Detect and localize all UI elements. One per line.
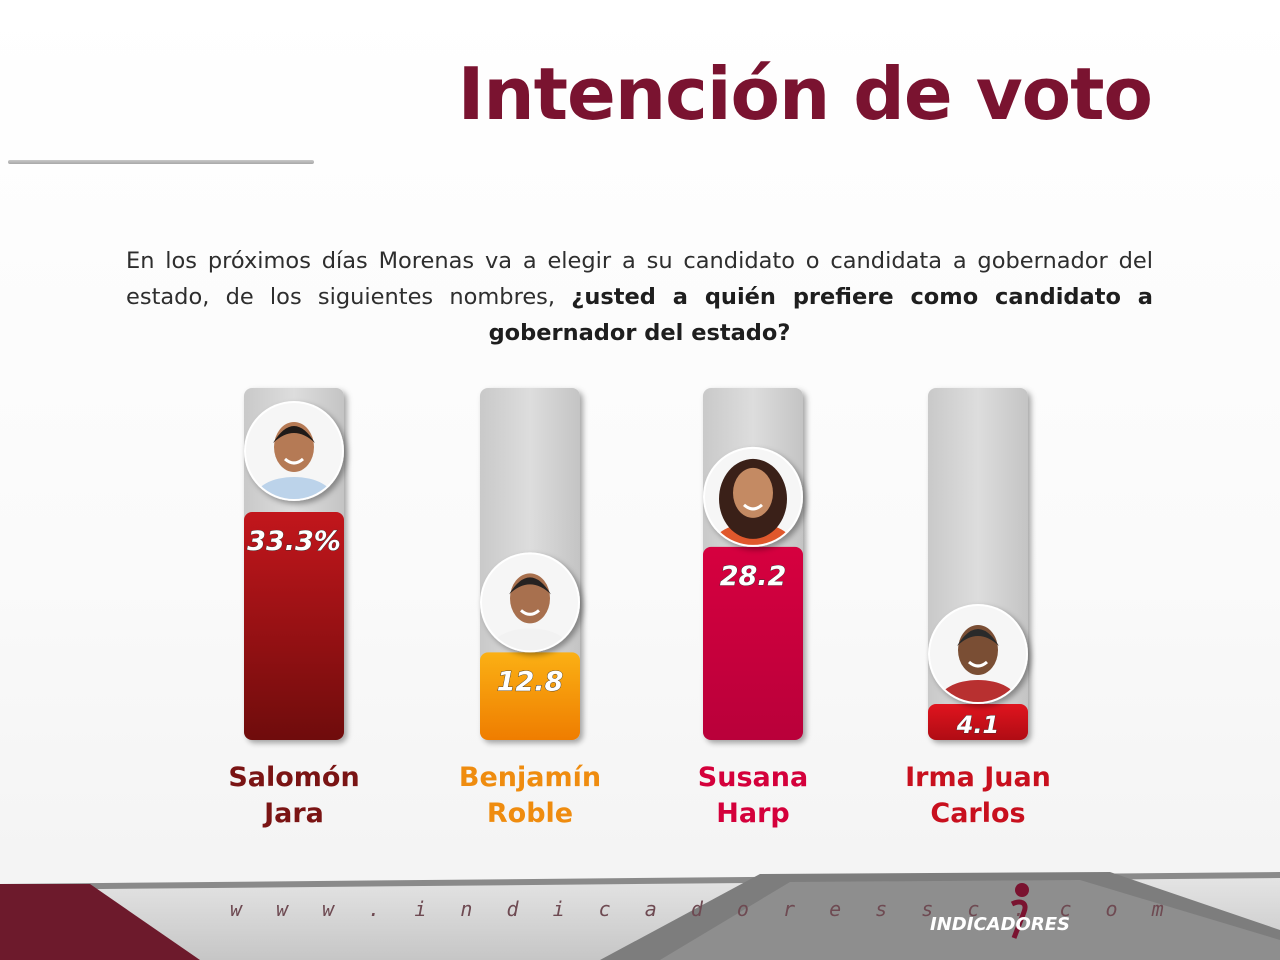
value-label-salom-n-jara: 33.3% [247,526,341,557]
avatar-irma-juan-carlos [928,604,1028,704]
value-label-susana-harp: 28.2 [720,561,787,592]
page-title: Intención de voto [457,52,1153,136]
question-bold: ¿usted a quién prefiere como candidato a… [488,283,1153,346]
survey-question: En los próximos días Morenas va a elegir… [126,243,1153,351]
bar-benjam-n-roble [480,652,580,740]
avatar-susana-harp [703,446,803,547]
candidate-name-salom-n-jara: Salomón Jara [228,762,359,829]
value-label-irma-juan-carlos: 4.1 [956,711,1000,739]
avatar-salom-n-jara [244,401,344,501]
candidate-name-susana-harp: Susana Harp [698,762,808,829]
avatar-benjam-n-roble [480,552,580,653]
title-divider [8,160,314,164]
footer-url[interactable]: w w w . i n d i c a d o r e s s c . c o … [230,897,1175,921]
brand-name: INDICADORES [930,914,1070,935]
bar-susana-harp [703,546,803,740]
candidate-name-benjam-n-roble: Benjamín Roble [459,762,601,829]
value-label-benjam-n-roble: 12.8 [497,666,564,697]
candidate-name-irma-juan-carlos: Irma Juan Carlos [905,762,1051,829]
question-text: En los próximos días Morenas va a elegir… [126,247,1153,310]
indicadores-logo: INDICADORES [930,883,1070,939]
bar-salom-n-jara [244,512,344,740]
bar-irma-juan-carlos [928,704,1028,740]
